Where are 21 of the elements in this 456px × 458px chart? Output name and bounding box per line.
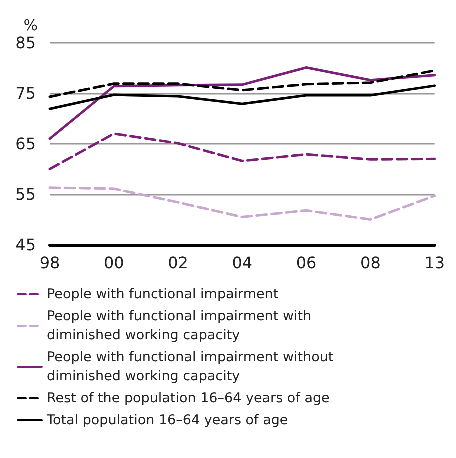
x-tick-label: 98 [40, 254, 60, 272]
x-tick-label: 13 [424, 254, 445, 272]
line-series [48, 132, 436, 170]
y-tick-label: 45 [16, 236, 36, 254]
y-tick-label: 65 [16, 134, 36, 154]
x-tick-label: 02 [168, 254, 188, 272]
legend-label: People with functional impairment with diminished working capacity [47, 308, 316, 344]
legend-label: Rest of the population 16–64 years of age [47, 390, 330, 406]
x-tick-label: 00 [104, 254, 124, 272]
line-series [48, 84, 436, 110]
legend-label: Total population 16–64 years of age [46, 412, 288, 428]
y-tick-label: 55 [16, 185, 36, 204]
x-tick-label: 08 [360, 254, 381, 272]
legend-label: People with functional impairment [47, 286, 279, 302]
y-axis-title: % [24, 16, 38, 34]
y-tick-label: 85 [16, 34, 36, 52]
y-tick-label: 75 [16, 84, 36, 103]
x-tick-label: 06 [296, 254, 317, 272]
legend-label: People with functional impairment without diminished working capacity [47, 350, 338, 384]
line-series [48, 186, 436, 221]
x-tick-label: 04 [232, 254, 253, 272]
